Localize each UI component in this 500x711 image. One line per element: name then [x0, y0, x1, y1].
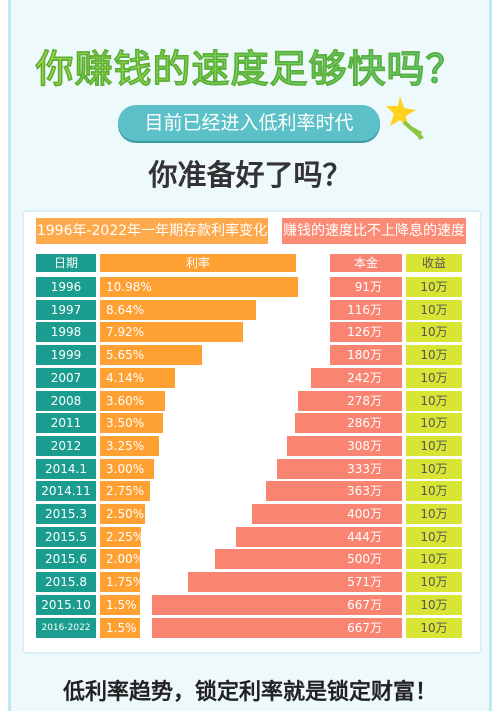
date-label: 2014.11 [36, 481, 96, 501]
chart-title: 1996年-2022年一年期存款利率变化 [36, 218, 268, 244]
rate-bar: 1.5% [100, 595, 140, 615]
amount-bar: 242万 [311, 368, 402, 388]
date-label: 2007 [36, 368, 96, 388]
amount-bar: 400万 [252, 504, 402, 524]
amount-bar: 500万 [215, 549, 402, 569]
date-label: 2011 [36, 413, 96, 433]
rate-bar: 2.25% [100, 527, 144, 547]
rate-bar: 2.75% [100, 481, 150, 501]
amount-bar: 667万 [152, 618, 402, 638]
chart-right-title: 赚钱的速度比不上降息的速度 [282, 218, 466, 244]
rate-bar: 3.25% [100, 436, 159, 456]
amount-bar: 116万 [330, 300, 402, 320]
gain-label: 10万 [406, 504, 462, 524]
rate-bar: 1.75% [100, 572, 144, 592]
footer-slogan: 低利率趋势，锁定利率就是锁定财富！ [62, 680, 437, 705]
column-header-date: 日期 [36, 254, 96, 272]
column-header-amount: 本金 [330, 254, 402, 272]
amount-bar: 278万 [298, 391, 402, 411]
date-label: 1997 [36, 300, 96, 320]
gain-label: 10万 [406, 345, 462, 365]
amount-bar: 333万 [277, 459, 402, 479]
date-label: 2015.8 [36, 572, 96, 592]
amount-bar: 667万 [152, 595, 402, 615]
amount-bar: 571万 [188, 572, 402, 592]
date-label: 2008 [36, 391, 96, 411]
rate-bar: 3.60% [100, 391, 165, 411]
gain-label: 10万 [406, 459, 462, 479]
gain-label: 10万 [406, 595, 462, 615]
question-heading: 你准备好了吗？ [148, 158, 352, 192]
date-label: 2012 [36, 436, 96, 456]
sparkle-arrow-icon [386, 96, 424, 140]
amount-bar: 126万 [330, 322, 402, 342]
rate-bar: 4.14% [100, 368, 175, 388]
rate-bar: 3.00% [100, 459, 154, 479]
date-label: 2016-2022 [36, 618, 96, 638]
amount-bar: 286万 [295, 413, 402, 433]
date-label: 1998 [36, 322, 96, 342]
gain-label: 10万 [406, 413, 462, 433]
gain-label: 10万 [406, 300, 462, 320]
rate-bar: 2.50% [100, 504, 145, 524]
gain-label: 10万 [406, 527, 462, 547]
rate-bar: 5.65% [100, 345, 202, 365]
rate-bar: 2.00% [100, 549, 144, 569]
gain-label: 10万 [406, 481, 462, 501]
amount-bar: 444万 [236, 527, 402, 547]
date-label: 2015.3 [36, 504, 96, 524]
amount-bar: 91万 [330, 277, 402, 297]
date-label: 1999 [36, 345, 96, 365]
amount-bar: 308万 [287, 436, 402, 456]
date-label: 2015.10 [36, 595, 96, 615]
amount-bar: 180万 [330, 345, 402, 365]
gain-label: 10万 [406, 572, 462, 592]
date-label: 2015.6 [36, 549, 96, 569]
rate-bar: 1.5% [100, 618, 140, 638]
date-label: 1996 [36, 277, 96, 297]
rate-bar: 10.98% [100, 277, 298, 297]
gain-label: 10万 [406, 277, 462, 297]
subtitle-banner: 目前已经进入低利率时代 [118, 105, 380, 141]
rate-bar: 8.64% [100, 300, 256, 320]
column-header-gain: 收益 [406, 254, 462, 272]
gain-label: 10万 [406, 549, 462, 569]
date-label: 2015.5 [36, 527, 96, 547]
gain-label: 10万 [406, 391, 462, 411]
amount-bar: 363万 [266, 481, 402, 501]
date-label: 2014.1 [36, 459, 96, 479]
gain-label: 10万 [406, 322, 462, 342]
gain-label: 10万 [406, 436, 462, 456]
gain-label: 10万 [406, 618, 462, 638]
rate-bar: 7.92% [100, 322, 243, 342]
page-title: 你赚钱的速度足够快吗？ [0, 38, 500, 93]
column-header-rate: 利率 [100, 254, 296, 272]
gain-label: 10万 [406, 368, 462, 388]
rate-bar: 3.50% [100, 413, 163, 433]
